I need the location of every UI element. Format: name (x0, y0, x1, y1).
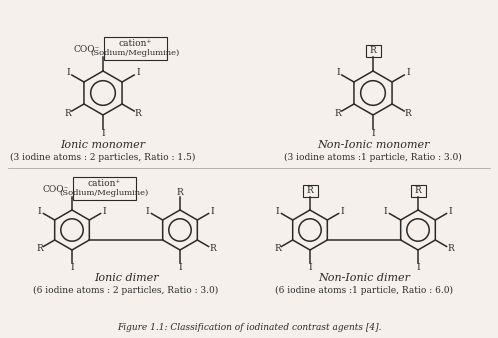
Text: I: I (101, 129, 105, 138)
Text: I: I (178, 263, 182, 272)
FancyBboxPatch shape (366, 45, 380, 56)
Text: (3 iodine atoms :1 particle, Ratio : 3.0): (3 iodine atoms :1 particle, Ratio : 3.0… (284, 152, 462, 162)
Text: R: R (447, 244, 454, 253)
Text: cation⁺: cation⁺ (119, 40, 151, 48)
Text: I: I (66, 68, 70, 77)
Text: (3 iodine atoms : 2 particles, Ratio : 1.5): (3 iodine atoms : 2 particles, Ratio : 1… (10, 152, 196, 162)
Text: I: I (406, 68, 410, 77)
Text: I: I (384, 207, 387, 216)
Text: COO⁻: COO⁻ (43, 185, 69, 194)
Text: R: R (370, 46, 376, 55)
Text: R: R (134, 109, 141, 118)
Text: I: I (341, 207, 344, 216)
Text: Non-Ionic dimer: Non-Ionic dimer (318, 273, 410, 283)
Text: I: I (146, 207, 149, 216)
Text: Ionic dimer: Ionic dimer (94, 273, 158, 283)
Text: I: I (136, 68, 140, 77)
Text: I: I (211, 207, 214, 216)
Text: I: I (416, 263, 420, 272)
Text: (Sodium/Meglumine): (Sodium/Meglumine) (59, 189, 148, 197)
Text: R: R (36, 244, 43, 253)
Text: COO⁻: COO⁻ (74, 45, 100, 54)
Text: I: I (336, 68, 340, 77)
Text: (6 iodine atoms : 2 particles, Ratio : 3.0): (6 iodine atoms : 2 particles, Ratio : 3… (33, 285, 219, 294)
Text: (Sodium/Meglumine): (Sodium/Meglumine) (90, 49, 180, 57)
Text: R: R (177, 188, 183, 197)
Text: I: I (308, 263, 312, 272)
Text: R: R (209, 244, 216, 253)
Text: (6 iodine atoms :1 particle, Ratio : 6.0): (6 iodine atoms :1 particle, Ratio : 6.0… (275, 285, 453, 294)
Text: I: I (38, 207, 41, 216)
Text: I: I (449, 207, 452, 216)
Text: R: R (274, 244, 281, 253)
Text: I: I (276, 207, 279, 216)
FancyBboxPatch shape (104, 37, 166, 59)
Text: I: I (70, 263, 74, 272)
Text: R: R (307, 186, 313, 195)
Text: Ionic monomer: Ionic monomer (60, 140, 145, 150)
Text: Non-Ionic monomer: Non-Ionic monomer (317, 140, 429, 150)
FancyBboxPatch shape (302, 185, 318, 196)
Text: R: R (415, 186, 421, 195)
Text: R: R (335, 109, 341, 118)
Text: cation⁺: cation⁺ (87, 179, 121, 189)
Text: R: R (65, 109, 71, 118)
Text: Figure 1.1: Classification of iodinated contrast agents [4].: Figure 1.1: Classification of iodinated … (117, 323, 381, 332)
FancyBboxPatch shape (410, 185, 425, 196)
Text: I: I (371, 129, 375, 138)
FancyBboxPatch shape (73, 176, 135, 199)
Text: R: R (405, 109, 411, 118)
Text: I: I (103, 207, 106, 216)
